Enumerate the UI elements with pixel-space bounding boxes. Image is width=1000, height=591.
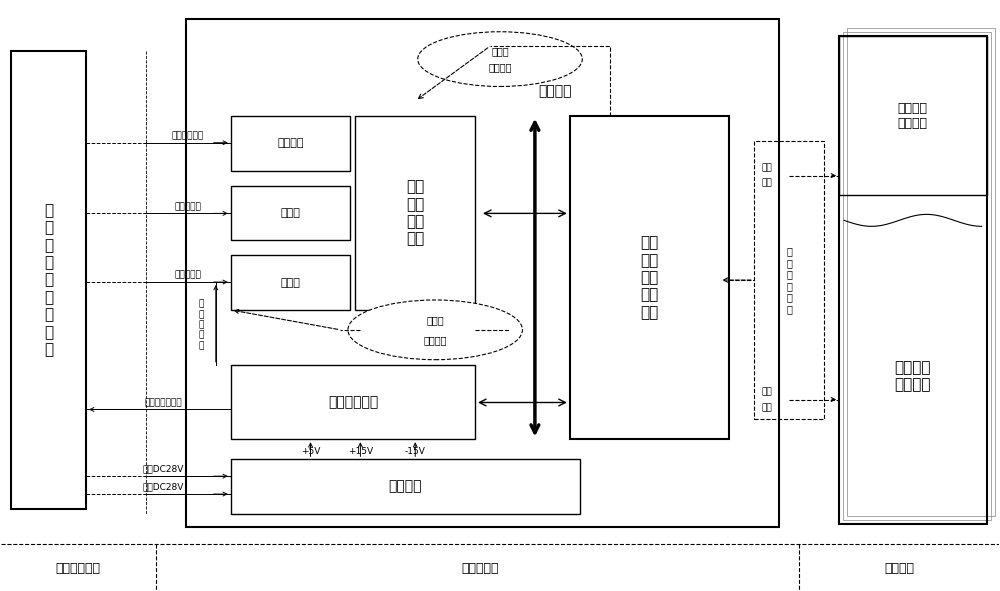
Text: 开关量采集: 开关量采集	[174, 271, 201, 280]
Text: 机电控制盒: 机电控制盒	[461, 562, 499, 575]
Text: 加载: 加载	[762, 178, 773, 187]
Bar	[847, 28, 995, 516]
Text: 数据
采集
功能
模块: 数据 采集 功能 模块	[406, 179, 424, 246]
Text: 闭环检测: 闭环检测	[488, 62, 512, 72]
Text: 逻辑控制
配置文件: 逻辑控制 配置文件	[898, 102, 928, 130]
Text: 应急DC28V: 应急DC28V	[142, 483, 184, 492]
Text: 电源模块: 电源模块	[389, 480, 422, 493]
Text: 控制
逻辑
解算
功能
模块: 控制 逻辑 解算 功能 模块	[640, 235, 659, 320]
Bar	[11, 51, 86, 509]
Text: 地面设备: 地面设备	[884, 562, 914, 575]
Bar	[231, 186, 350, 241]
Text: -15V: -15V	[405, 447, 426, 456]
Ellipse shape	[348, 300, 522, 360]
Text: 系
统
维
护
总
线: 系 统 维 护 总 线	[786, 246, 792, 314]
Text: +15V: +15V	[348, 447, 373, 456]
Bar	[231, 365, 475, 439]
Text: 监视: 监视	[762, 403, 773, 412]
Text: 开关量控制输出: 开关量控制输出	[144, 398, 182, 407]
Bar	[355, 116, 475, 310]
Text: +5V: +5V	[301, 447, 320, 456]
Bar	[839, 36, 987, 524]
Text: 闭环检测: 闭环检测	[423, 335, 447, 345]
Text: 离散量: 离散量	[281, 278, 301, 288]
Text: 模拟量: 模拟量	[281, 208, 301, 218]
Text: 作动级: 作动级	[491, 46, 509, 56]
Bar	[570, 116, 729, 439]
Text: 总线信号采集: 总线信号采集	[172, 131, 204, 140]
Text: 输出功能模块: 输出功能模块	[328, 395, 378, 409]
Text: 指令级: 指令级	[426, 315, 444, 325]
Text: 机
上
机
电
系
统
或
设
备: 机 上 机 电 系 统 或 设 备	[44, 203, 53, 357]
Ellipse shape	[418, 32, 582, 86]
Text: 正常DC28V: 正常DC28V	[142, 465, 184, 473]
Bar	[186, 20, 779, 527]
Text: 实时: 实时	[762, 387, 773, 396]
Bar	[231, 255, 350, 310]
Bar	[231, 116, 350, 171]
Text: 总线信号: 总线信号	[277, 138, 304, 148]
Text: 开
关
量
回
采: 开 关 量 回 采	[198, 300, 204, 350]
Text: 模拟量采集: 模拟量采集	[174, 202, 201, 211]
Text: 配置: 配置	[762, 163, 773, 172]
Text: 地面检测
维护设备: 地面检测 维护设备	[895, 360, 931, 392]
Bar	[843, 33, 991, 520]
Bar	[839, 36, 987, 196]
Text: 机上相关系统: 机上相关系统	[56, 562, 101, 575]
Bar	[231, 459, 580, 514]
Text: 内部总线: 内部总线	[538, 84, 572, 98]
Bar	[754, 141, 824, 420]
